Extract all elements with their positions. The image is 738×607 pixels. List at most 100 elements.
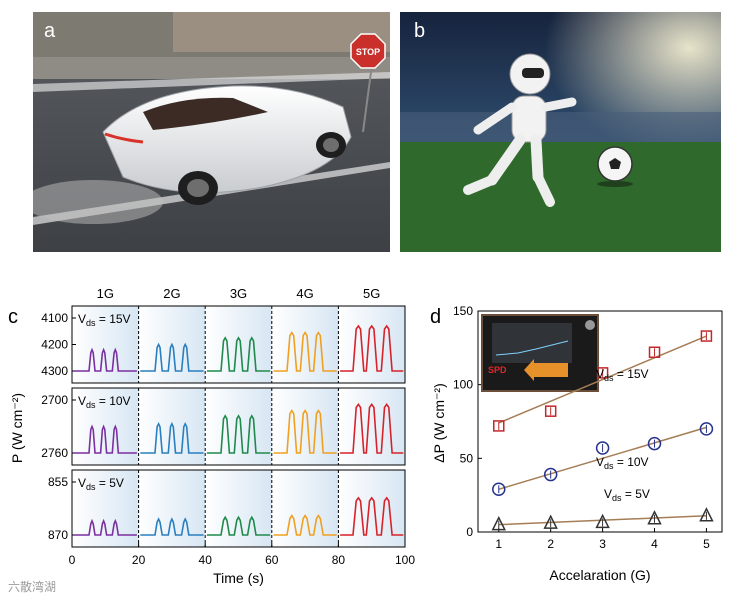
series-label-main: V [596, 367, 604, 381]
stop-sign-text: STOP [356, 47, 380, 57]
y-axis-label: ΔP (W cm⁻²) [431, 383, 447, 462]
segment-background [338, 470, 405, 547]
series-label-rest: = 10V [614, 455, 649, 469]
segment-background [271, 470, 339, 547]
segment-background [72, 306, 139, 383]
inset-label: SPD [488, 365, 507, 375]
x-tick-label: 1 [495, 537, 502, 551]
vds-value: = 10V [96, 394, 131, 408]
subplot-2: 2700 2760 Vds = 10V [41, 387, 406, 466]
vds-sub: ds [86, 318, 96, 328]
signal-trace [340, 403, 404, 454]
y-tick-label: 870 [48, 528, 68, 542]
signal-trace [340, 324, 404, 372]
subplot-frame [71, 469, 406, 548]
vds-label: Vds = 15V [78, 312, 131, 328]
series-label-sub: ds [604, 373, 614, 383]
panel-label-c: c [8, 306, 18, 328]
signal-trace [206, 414, 271, 454]
series-label-main: V [596, 455, 604, 469]
segment-background [338, 306, 405, 383]
signal-trace [273, 514, 337, 536]
signal-trace [140, 342, 204, 372]
inset-photo: SPD [481, 314, 599, 392]
vds-value: = 5V [96, 476, 124, 490]
vds-sub: ds [86, 400, 96, 410]
data-point [544, 405, 557, 417]
pressure-time-chart: c 1G 2G 3G 4G 5G 4100 4200 4300 Vds = 15V 2700 276… [0, 268, 420, 602]
data-point [493, 420, 505, 432]
x-tick-label: 0 [69, 553, 76, 567]
series-label-rest: = 5V [622, 487, 650, 501]
inset-knob [585, 320, 595, 330]
car-illustration: STOP [33, 12, 390, 252]
y-tick-label: 4100 [41, 311, 68, 325]
segment-label: 5G [363, 286, 380, 301]
data-point [648, 346, 661, 359]
x-tick-label: 4 [651, 537, 658, 551]
data-point [595, 441, 610, 455]
delta-pressure-chart: d 0 50 100 150 1 2 3 4 5 Accelaration (G) ΔP (W cm… [420, 268, 738, 602]
segment-background [205, 388, 272, 465]
x-axis-label: Accelaration (G) [549, 567, 650, 583]
series-label-sub: ds [604, 461, 614, 471]
signal-trace [73, 424, 137, 454]
vds-label: Vds = 10V [78, 394, 131, 410]
segment-background [138, 388, 206, 465]
series-label-sub: ds [612, 493, 622, 503]
y-tick-label: 0 [466, 525, 473, 539]
x-tick-label: 40 [199, 553, 213, 567]
x-tick-label: 2 [547, 537, 554, 551]
segment-label: 2G [163, 286, 180, 301]
signal-trace [273, 409, 337, 454]
plot-frame [477, 310, 723, 533]
segment-background [338, 388, 405, 465]
segment-background [205, 470, 272, 547]
pressure-time-svg: 1G 2G 3G 4G 5G 4100 4200 4300 Vds = 15V 2700 2760 V… [9, 286, 415, 586]
vds-main: V [78, 312, 86, 326]
vds-main: V [78, 394, 86, 408]
segment-label: 1G [97, 286, 114, 301]
panel-label-a: a [44, 20, 56, 42]
signal-trace [206, 336, 271, 372]
data-point [491, 515, 506, 531]
signal-trace [73, 347, 137, 372]
data-point [700, 330, 713, 342]
x-tick-label: 5 [703, 537, 710, 551]
car-photo: STOP [33, 12, 390, 252]
series-3 [491, 507, 714, 531]
delta-pressure-svg: 0 50 100 150 1 2 3 4 5 Accelaration (G) ΔP (W cm⁻²… [431, 304, 723, 583]
panel-label-d: d [430, 306, 442, 328]
inset-trace [495, 340, 569, 356]
fit-line [498, 426, 707, 490]
watermark-text: 六散湾湖 [8, 580, 57, 594]
robot-photo [400, 12, 721, 252]
data-point [596, 367, 609, 379]
x-tick-label: 60 [265, 553, 279, 567]
signal-trace [340, 496, 404, 536]
x-axis-label: Time (s) [213, 570, 264, 586]
data-point [595, 513, 610, 529]
stop-sign-icon [350, 33, 386, 69]
segment-background [72, 470, 139, 547]
y-tick-label: 150 [453, 304, 473, 318]
data-point [699, 422, 714, 436]
series-label-rest: = 15V [614, 367, 649, 381]
x-tick-label: 80 [332, 553, 346, 567]
x-tick-label: 20 [132, 553, 146, 567]
x-tick-label: 3 [599, 537, 606, 551]
vds-sub: ds [86, 482, 96, 492]
segment-background [205, 306, 272, 383]
segment-label: 3G [230, 286, 247, 301]
segment-label: 4G [296, 286, 313, 301]
data-point [647, 510, 662, 525]
y-tick-label: 100 [453, 378, 473, 392]
fit-line [498, 335, 707, 424]
y-tick-label: 855 [48, 475, 68, 489]
y-tick-label: 4300 [41, 364, 68, 378]
data-point [647, 436, 662, 451]
segment-background [271, 388, 339, 465]
series-label: Vds = 5V [604, 487, 650, 503]
data-point [699, 507, 714, 522]
signal-trace [140, 517, 204, 536]
